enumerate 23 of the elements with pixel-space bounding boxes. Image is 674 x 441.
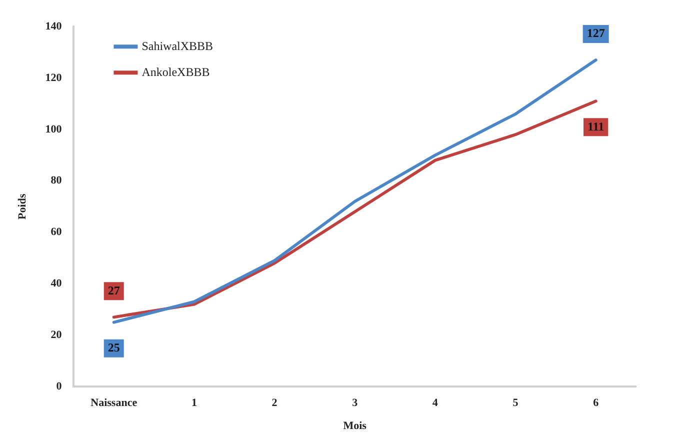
y-tick-label: 0 bbox=[56, 380, 62, 392]
y-tick-label: 80 bbox=[50, 174, 62, 187]
x-tick-label: 2 bbox=[272, 397, 278, 410]
y-tick-label: 40 bbox=[50, 278, 62, 290]
y-tick-label: 20 bbox=[50, 329, 62, 342]
x-tick-label: 4 bbox=[432, 397, 438, 410]
y-tick-label: 140 bbox=[45, 20, 62, 32]
legend-label: AnkoleXBBB bbox=[142, 64, 210, 79]
data-label: 25 bbox=[108, 340, 120, 354]
data-label: 27 bbox=[108, 283, 120, 298]
x-tick-label: Naissance bbox=[90, 397, 138, 410]
x-tick-label: 6 bbox=[593, 397, 600, 410]
y-tick-label: 100 bbox=[45, 123, 62, 136]
y-tick-label: 120 bbox=[45, 72, 62, 84]
x-tick-label: 1 bbox=[191, 397, 197, 410]
x-axis-title: Mois bbox=[343, 420, 368, 432]
data-label: 127 bbox=[586, 26, 605, 40]
y-axis-title: Poids bbox=[16, 193, 28, 220]
x-tick-label: 3 bbox=[352, 397, 358, 410]
x-tick-label: 5 bbox=[512, 397, 519, 410]
y-tick-label: 60 bbox=[50, 226, 62, 238]
legend-label: SahiwalXBBB bbox=[142, 38, 214, 53]
data-label: 111 bbox=[587, 119, 604, 134]
